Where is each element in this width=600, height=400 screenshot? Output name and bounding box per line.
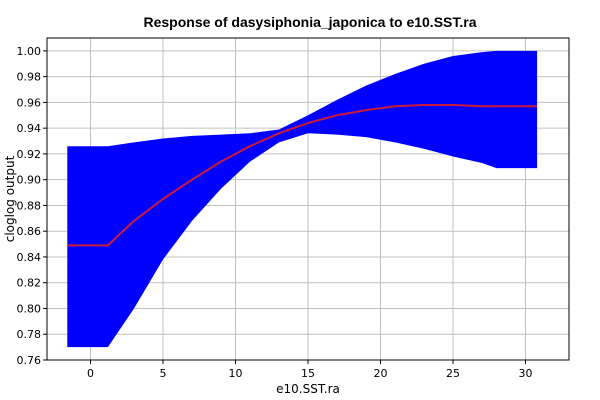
y-tick-label: 0.84	[17, 251, 42, 264]
x-tick-label: 25	[446, 367, 460, 380]
y-tick-label: 0.92	[17, 148, 42, 161]
y-tick-label: 0.86	[17, 225, 42, 238]
y-tick-label: 0.82	[17, 277, 42, 290]
y-tick-label: 0.98	[17, 71, 42, 84]
y-tick-label: 0.76	[17, 354, 42, 367]
y-tick-label: 1.00	[17, 45, 42, 58]
plot-area	[67, 50, 538, 348]
y-tick-label: 0.90	[17, 174, 42, 187]
x-tick-label: 5	[160, 367, 167, 380]
y-tick-label: 0.94	[17, 122, 42, 135]
y-tick-label: 0.88	[17, 199, 42, 212]
y-tick-label: 0.80	[17, 302, 42, 315]
axis-ticks: 0 5 10 15 20 25 30 0.76 0.78 0.80 0.82 0.84 0.86 0.88…	[17, 45, 533, 380]
y-tick-label: 0.96	[17, 96, 42, 109]
x-tick-label: 15	[301, 367, 315, 380]
confidence-band	[67, 50, 538, 348]
x-tick-label: 10	[229, 367, 243, 380]
x-axis-label: e10.SST.ra	[276, 382, 340, 396]
x-tick-label: 20	[374, 367, 388, 380]
y-axis-label: cloglog output	[3, 155, 17, 242]
y-tick-label: 0.78	[17, 328, 42, 341]
x-tick-label: 0	[87, 367, 94, 380]
chart-title: Response of dasysiphonia_japonica to e10…	[144, 14, 477, 30]
mean-response-line	[67, 103, 538, 247]
x-tick-label: 30	[519, 367, 533, 380]
